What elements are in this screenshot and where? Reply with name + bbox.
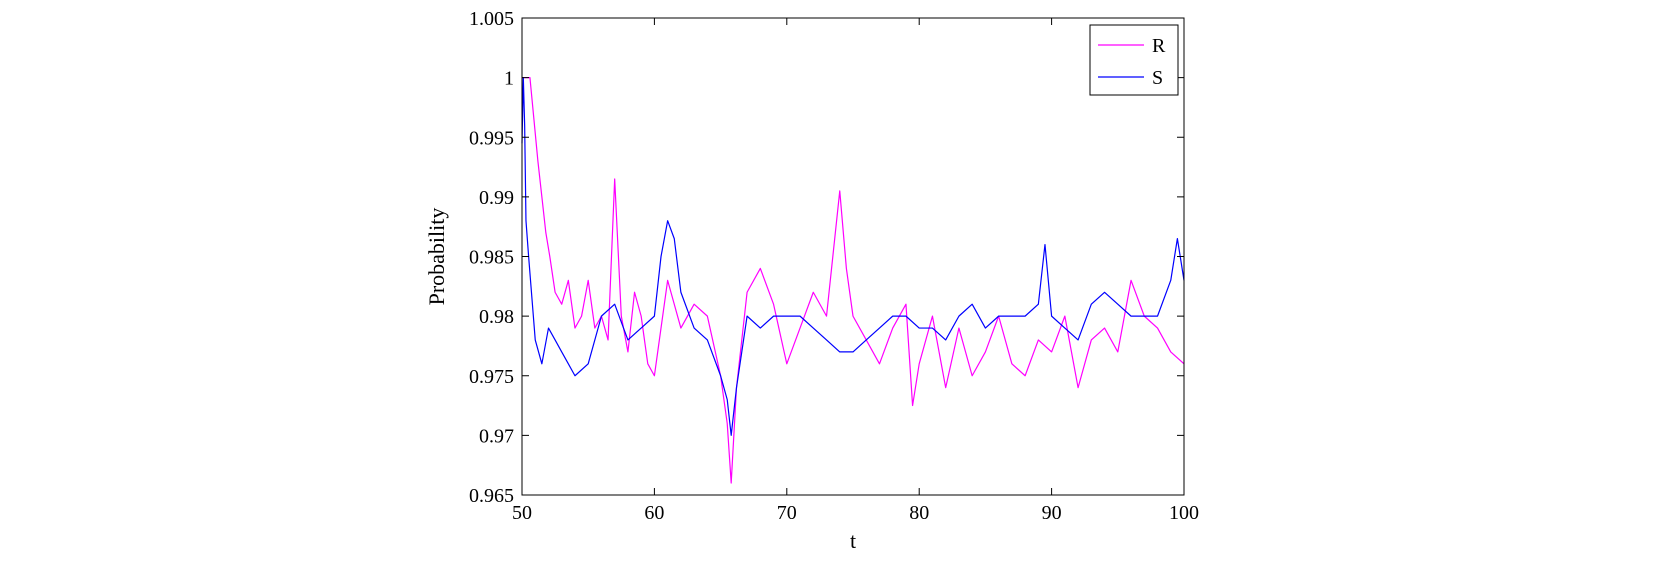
legend-label-s: S [1152,67,1163,89]
x-tick-label: 80 [909,502,929,524]
y-axis-title: Probability [424,208,449,306]
legend-box [1089,24,1179,96]
x-axis-title: t [850,528,856,553]
legend: RS [1089,24,1179,96]
x-tick-label: 100 [1169,502,1199,524]
series-line-s [521,77,1185,436]
y-tick-label: 0.975 [469,366,514,388]
y-tick-label: 0.97 [479,425,514,447]
series-line-r [522,77,1185,484]
x-tick-label: 90 [1042,502,1062,524]
y-tick-label: 0.985 [469,247,514,269]
y-tick-label: 0.99 [479,187,514,209]
y-tick-label: 0.965 [469,485,514,507]
y-tick-label: 0.995 [469,127,514,149]
x-tick-label: 50 [512,502,532,524]
y-tick-label: 1.005 [469,8,514,30]
series-layer [521,77,1185,484]
y-tick-label: 0.98 [479,306,514,328]
ticks-layer: 50 60 70 80 90 100 0.965 0.97 0.975 0.98 0.985 0.99… [469,8,1199,524]
y-tick-label: 1 [504,68,514,90]
x-tick-label: 60 [644,502,664,524]
x-tick-label: 70 [777,502,797,524]
legend-label-r: R [1152,35,1166,57]
